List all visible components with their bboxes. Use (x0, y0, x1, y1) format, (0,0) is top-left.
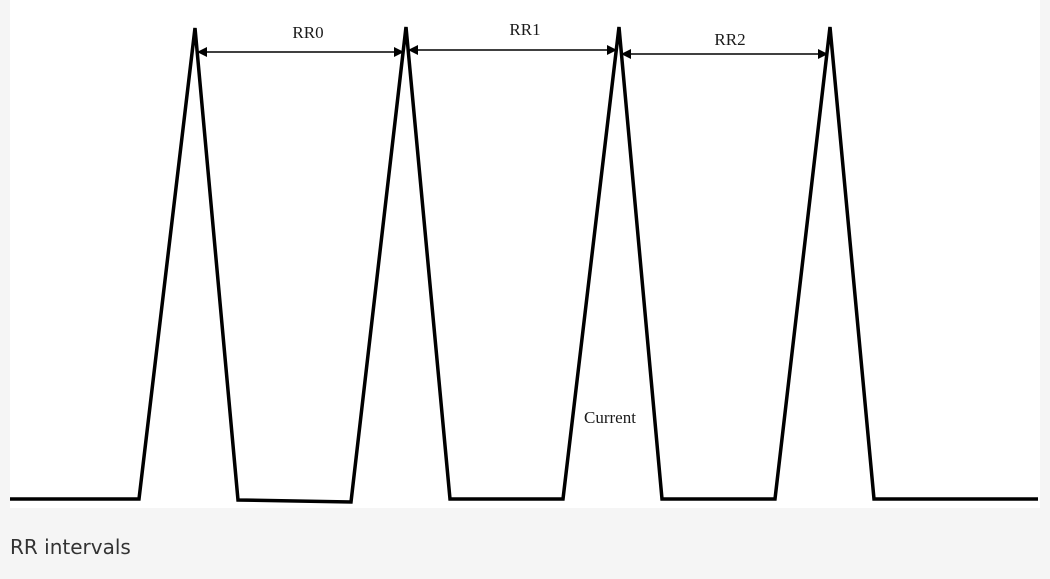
rr0-label: RR0 (292, 23, 323, 42)
rr2-label: RR2 (714, 30, 745, 49)
figure-caption: RR intervals (10, 535, 131, 559)
pulse-waveform (10, 26, 1038, 504)
rr-interval-diagram: RR0 RR1 RR2 Current (10, 20, 1038, 504)
rr1-label: RR1 (509, 20, 540, 39)
current-label: Current (584, 408, 636, 427)
